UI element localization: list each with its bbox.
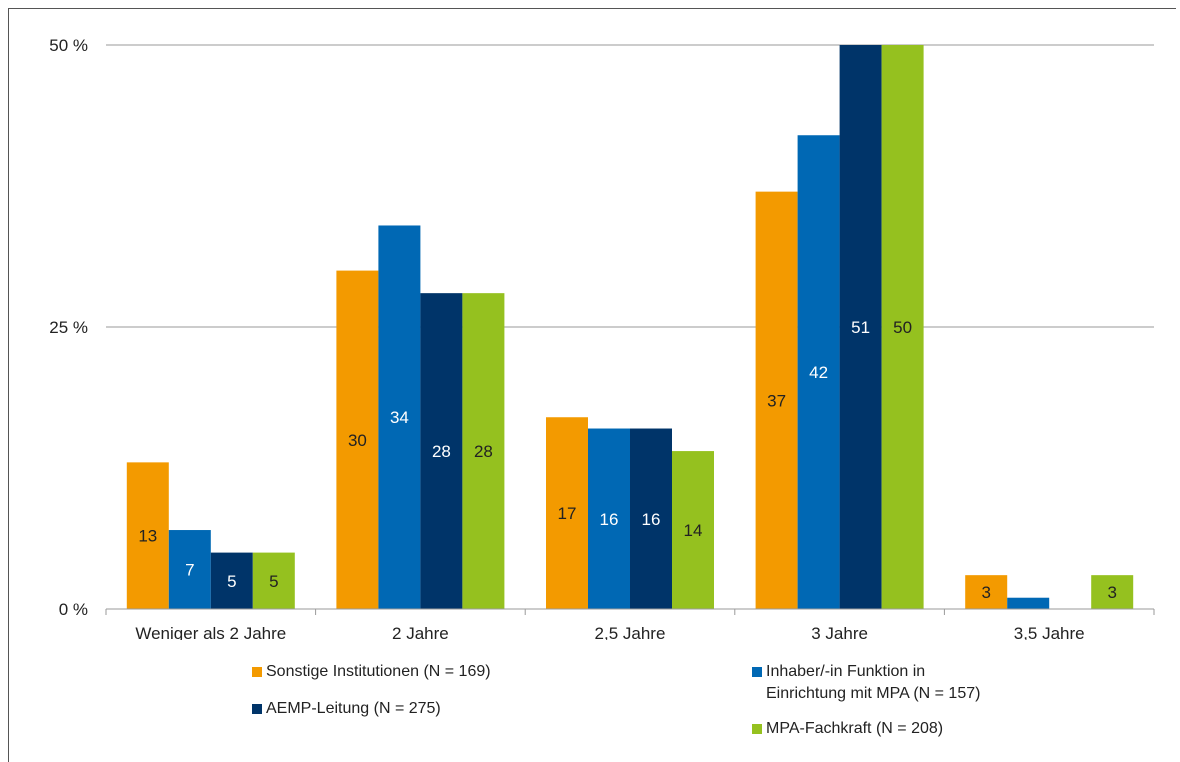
y-tick-label: 50 %	[49, 36, 88, 55]
bar	[252, 552, 295, 609]
bar	[336, 270, 379, 609]
y-tick-label: 25 %	[49, 318, 88, 337]
x-tick-label: 3,5 Jahre	[1014, 624, 1085, 640]
bar	[630, 428, 672, 609]
data-label: 3	[981, 583, 990, 602]
bar	[168, 530, 211, 609]
bar	[126, 462, 169, 609]
bar	[797, 135, 840, 610]
bar	[1091, 575, 1134, 609]
data-label: 5	[269, 572, 278, 591]
bar	[420, 293, 463, 609]
bar	[378, 225, 421, 610]
data-label: 28	[432, 442, 451, 461]
bar	[1007, 597, 1050, 609]
bar	[839, 45, 882, 609]
legend-label: AEMP-Leitung (N = 275)	[266, 700, 441, 717]
data-label: 16	[642, 510, 661, 529]
x-tick-label: Weniger als 2 Jahre	[135, 624, 286, 640]
y-tick-label: 0 %	[59, 600, 88, 619]
data-label: 7	[185, 561, 194, 580]
legend-swatch	[252, 704, 262, 714]
bar	[755, 191, 798, 609]
frame-top-border	[8, 8, 1176, 9]
legend-swatch	[752, 667, 762, 677]
legend-swatch	[752, 724, 762, 734]
data-label: 17	[558, 504, 577, 523]
data-label: 28	[474, 442, 493, 461]
legend-label: MPA-Fachkraft (N = 208)	[766, 720, 944, 737]
data-label: 16	[600, 510, 619, 529]
legend-label: Inhaber/-in Funktion in Einrichtung mit …	[766, 663, 981, 702]
legend-swatch	[252, 667, 262, 677]
x-tick-label: 2,5 Jahre	[595, 624, 666, 640]
bar	[965, 575, 1008, 609]
bar	[546, 417, 588, 609]
bar-chart: 0 %25 %50 %13301737373416425281651528145…	[49, 36, 1155, 640]
frame-left-border	[8, 8, 9, 762]
data-label: 5	[227, 572, 236, 591]
data-label: 3	[1107, 583, 1116, 602]
data-label: 42	[809, 363, 828, 382]
data-label: 14	[684, 521, 703, 540]
data-label: 13	[138, 527, 157, 546]
bar	[210, 552, 253, 609]
bar	[588, 428, 630, 609]
x-tick-label: 3 Jahre	[811, 624, 868, 640]
bar	[462, 293, 505, 609]
x-tick-label: 2 Jahre	[392, 624, 449, 640]
bar	[881, 45, 924, 609]
data-label: 51	[851, 318, 870, 337]
data-label: 30	[348, 431, 367, 450]
legend-label: Sonstige Institutionen (N = 169)	[266, 663, 491, 680]
bar	[672, 451, 714, 609]
data-label: 34	[390, 408, 409, 427]
data-label: 37	[767, 391, 786, 410]
data-label: 50	[893, 318, 912, 337]
